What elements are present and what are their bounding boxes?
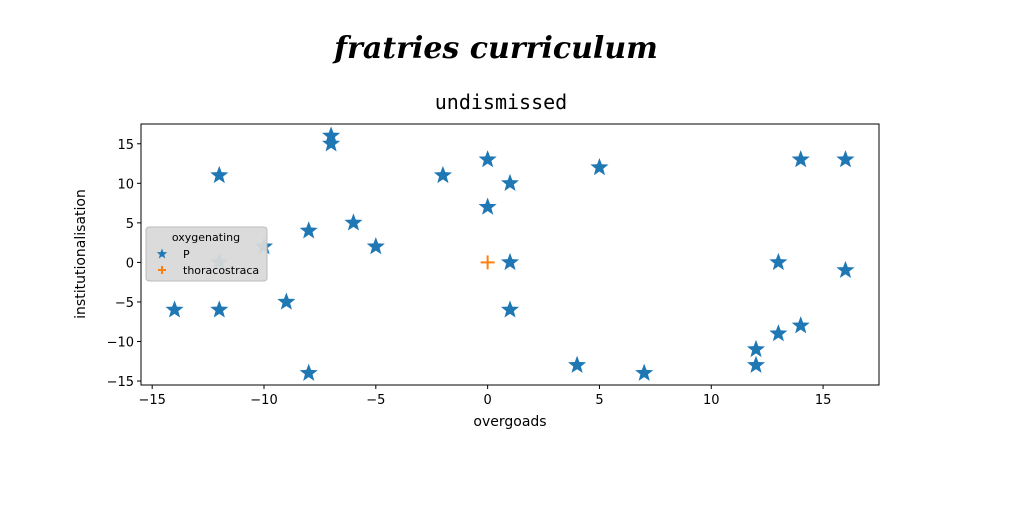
data-point-star [210, 165, 229, 184]
data-point-star [433, 165, 452, 184]
data-point-star [500, 173, 520, 191]
data-point-star [299, 221, 318, 239]
y-tick-label: 10 [117, 177, 134, 192]
y-tick-label: −10 [107, 336, 134, 351]
data-point-star [277, 292, 296, 310]
data-point-star [836, 150, 855, 168]
data-point-star [791, 150, 810, 168]
data-point-star [165, 300, 184, 318]
x-tick-label: −15 [138, 393, 165, 408]
x-tick-label: 15 [815, 393, 832, 408]
legend-box [145, 226, 268, 282]
y-axis-label: institutionalisation [73, 189, 89, 319]
plot-frame [140, 123, 880, 386]
data-point-star [344, 213, 363, 231]
data-point-star [500, 252, 520, 271]
y-tick-label: 15 [117, 138, 134, 153]
data-point-star [366, 237, 385, 255]
data-point-star [322, 134, 341, 152]
legend-star-glyph [156, 248, 168, 259]
legend-marker-star [156, 248, 168, 259]
data-point-star [299, 363, 318, 381]
y-tick-label: 5 [126, 217, 134, 232]
x-axis-label: overgoads [473, 414, 546, 430]
chart-title: undismissed [435, 90, 567, 114]
data-point-star [478, 150, 497, 168]
legend-title: oxygenating [172, 231, 240, 244]
x-tick-label: 10 [703, 393, 720, 408]
x-tick-label: 0 [483, 393, 491, 408]
data-point-star [791, 316, 810, 334]
legend-entry-label: thoracostraca [183, 264, 259, 277]
data-point-star [769, 252, 788, 271]
legend-entry-label: P [183, 248, 190, 261]
data-point-star [746, 339, 766, 358]
y-tick-label: −15 [107, 375, 134, 390]
data-point-star [500, 300, 520, 318]
y-tick-label: −5 [115, 296, 134, 311]
data-point-star [210, 300, 229, 318]
chart-suptitle: fratries curriculum [332, 31, 658, 66]
x-tick-label: −5 [366, 393, 385, 408]
data-point-star [568, 355, 587, 373]
x-tick-label: −10 [250, 393, 277, 408]
data-point-star [746, 355, 766, 373]
axis-ticks: −15 −10 −5 0 5 10 15 −15 −10 −5 0 5 10 15 [107, 138, 832, 408]
data-point-star [836, 260, 855, 278]
legend: oxygenating P thoracostraca [145, 226, 268, 282]
legend-plus-glyph [158, 266, 166, 274]
legend-marker-plus [158, 266, 166, 274]
data-point-star [590, 158, 609, 176]
data-point-plus [480, 255, 495, 270]
y-tick-label: 0 [126, 256, 134, 271]
data-point-star [635, 363, 654, 381]
data-point-star [478, 197, 497, 215]
data-point-star [769, 324, 788, 342]
x-tick-label: 5 [595, 393, 603, 408]
